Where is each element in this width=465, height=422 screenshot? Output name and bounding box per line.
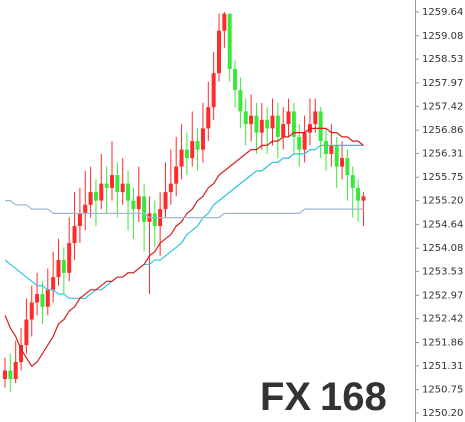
candle-body — [142, 196, 147, 222]
candle-body — [126, 183, 131, 201]
candle-body — [318, 111, 323, 142]
watermark-168: 168 — [320, 375, 387, 419]
candle-body — [356, 187, 361, 201]
candle-body — [99, 183, 104, 201]
candle-body — [334, 145, 339, 167]
candle-body — [345, 158, 350, 176]
y-tick-label: 1259.08 — [422, 31, 463, 42]
candle-body — [29, 302, 34, 320]
candle-body — [174, 166, 179, 184]
candle-body — [195, 141, 200, 150]
y-tick-label: 1255.20 — [422, 196, 463, 207]
candle-body — [281, 124, 286, 137]
y-tick-label: 1253.53 — [422, 267, 463, 278]
candle-body — [222, 13, 227, 31]
candle-body — [361, 196, 366, 201]
candle-body — [24, 319, 29, 346]
y-tick-label: 1251.86 — [422, 337, 463, 348]
candle-body — [329, 145, 334, 154]
candle-body — [110, 175, 114, 188]
candle-body — [51, 277, 56, 290]
candle-body — [3, 370, 7, 380]
candle-body — [259, 119, 264, 133]
candle-body — [104, 183, 109, 188]
candle-body — [13, 362, 18, 380]
y-tick-label: 1256.86 — [422, 125, 463, 136]
candle-body — [152, 213, 157, 227]
y-tick-label: 1252.97 — [422, 290, 463, 301]
candle-body — [249, 115, 254, 125]
y-tick-label: 1255.75 — [422, 172, 463, 183]
candle-body — [270, 115, 275, 129]
candle-body — [275, 115, 280, 137]
candle-body — [93, 192, 98, 201]
candle-body — [217, 30, 221, 74]
candle-body — [313, 111, 318, 125]
candle-body — [83, 204, 88, 214]
y-tick-label: 1250.20 — [422, 408, 463, 419]
candle-body — [200, 128, 205, 150]
candle-body — [179, 149, 184, 167]
candle-body — [56, 260, 61, 278]
candle-body — [120, 183, 125, 193]
candle-body — [8, 370, 13, 380]
candle-body — [19, 345, 24, 363]
candle-body — [291, 111, 296, 137]
candle-body — [286, 111, 291, 125]
candle-body — [115, 175, 120, 193]
y-tick-label: 1258.53 — [422, 54, 463, 65]
candle-body — [254, 115, 259, 133]
y-tick-label: 1254.64 — [422, 219, 463, 230]
candle-body — [243, 111, 248, 125]
candle-body — [45, 289, 50, 307]
y-tick-label: 1251.31 — [422, 361, 463, 372]
candle-body — [302, 132, 307, 150]
watermark-fx: FX — [260, 375, 311, 419]
candle-body — [72, 226, 77, 244]
candle-body — [265, 119, 270, 129]
y-tick-label: 1250.75 — [422, 385, 463, 396]
candle-body — [67, 243, 72, 273]
candle-body — [77, 213, 82, 227]
candle-body — [297, 136, 302, 150]
candle-body — [131, 200, 136, 210]
candle-body — [206, 107, 211, 129]
y-tick-label: 1254.08 — [422, 243, 463, 254]
y-tick-label: 1259.64 — [422, 7, 463, 18]
candle-body — [168, 183, 173, 193]
moving-average-line — [4, 144, 364, 299]
candle-body — [238, 90, 243, 112]
y-tick-label: 1256.31 — [422, 148, 463, 159]
candle-body — [88, 192, 93, 205]
candle-body — [61, 260, 66, 273]
candle-body — [324, 141, 328, 154]
y-tick-label: 1257.97 — [422, 78, 463, 89]
candle-body — [184, 149, 189, 159]
y-tick-label: 1252.42 — [422, 314, 463, 325]
candle-body — [163, 192, 168, 210]
candle-body — [350, 175, 355, 188]
candle-body — [340, 158, 345, 167]
candle-body — [136, 196, 141, 210]
y-tick-label: 1257.42 — [422, 101, 463, 112]
candle-body — [233, 68, 238, 91]
moving-average-line — [5, 200, 364, 219]
candle-body — [190, 141, 195, 159]
candle-body — [211, 73, 216, 108]
candle-body — [227, 13, 232, 69]
candle-body — [35, 294, 40, 303]
candle-body — [40, 294, 45, 307]
